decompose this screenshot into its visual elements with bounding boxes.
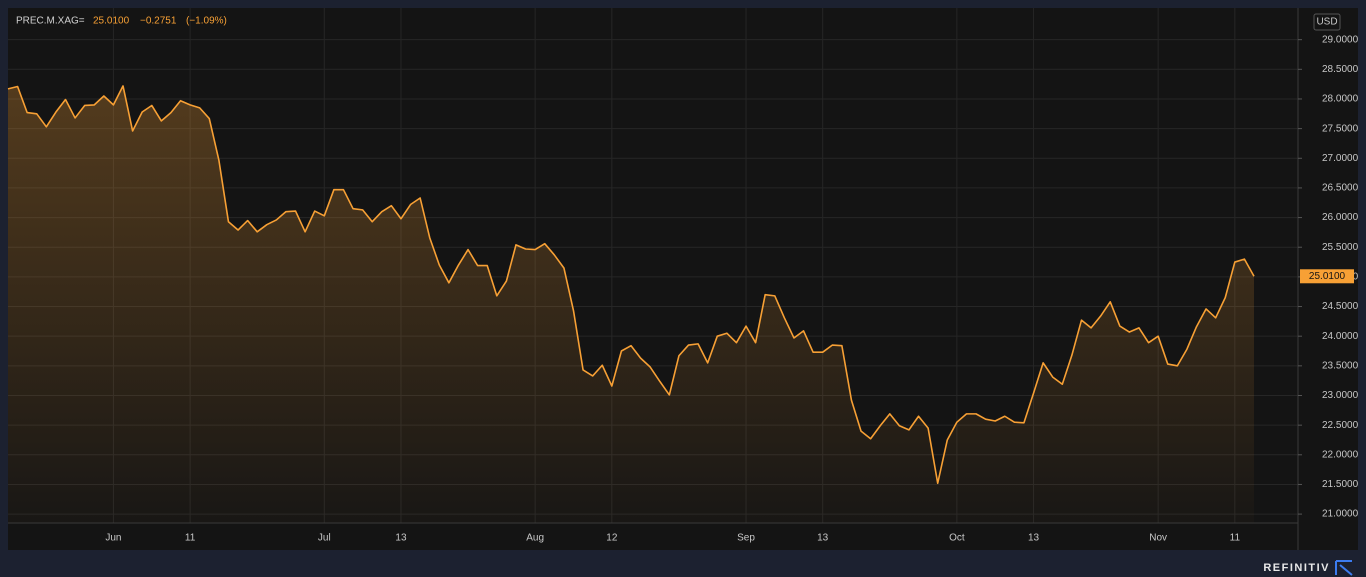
brand-logo bbox=[1335, 560, 1353, 576]
x-tick-label: 11 bbox=[185, 533, 196, 544]
symbol: PREC.M.XAG= bbox=[16, 16, 85, 27]
y-tick-label: 22.5000 bbox=[1322, 420, 1359, 431]
axes: 21.0000 21.5000 22.0000 22.5000 23.0000 23.50… bbox=[105, 34, 1358, 543]
x-tick-label: Jul bbox=[318, 533, 331, 544]
x-tick-label: 13 bbox=[817, 533, 829, 544]
x-tick-label: 12 bbox=[606, 533, 618, 544]
y-tick-label: 28.5000 bbox=[1322, 64, 1359, 75]
brand: REFINITIV bbox=[1263, 562, 1330, 574]
y-unit: USD bbox=[1316, 17, 1337, 28]
y-tick-label: 24.0000 bbox=[1322, 331, 1359, 342]
x-tick-label: Nov bbox=[1149, 533, 1167, 544]
y-tick-label: 26.5000 bbox=[1322, 183, 1359, 194]
y-tick-label: 23.5000 bbox=[1322, 360, 1359, 371]
x-tick-label: 11 bbox=[1230, 533, 1241, 544]
last-price-tag-label: 25.0100 bbox=[1309, 271, 1346, 282]
y-tick-label: 21.0000 bbox=[1322, 509, 1359, 520]
y-tick-label: 24.5000 bbox=[1322, 301, 1359, 312]
plot bbox=[7, 85, 1255, 523]
y-tick-label: 21.5000 bbox=[1322, 479, 1359, 490]
x-tick-label: Sep bbox=[737, 533, 755, 544]
unit-box bbox=[1313, 13, 1341, 31]
y-tick-label: 29.0000 bbox=[1322, 34, 1359, 45]
x-tick-label: Oct bbox=[949, 533, 965, 544]
area bbox=[8, 85, 1254, 523]
line bbox=[7, 85, 1255, 485]
y-tick-label: 22.0000 bbox=[1322, 449, 1359, 460]
y-tick-label: 23.0000 bbox=[1322, 390, 1359, 401]
x-tick-label: 13 bbox=[1028, 533, 1040, 544]
y-tick-label: 28.0000 bbox=[1322, 94, 1359, 105]
change-pct: (−1.09%) bbox=[186, 16, 227, 27]
x-tick-label: Aug bbox=[526, 533, 544, 544]
y-tick-label: 25.5000 bbox=[1322, 242, 1359, 253]
last-price-tag bbox=[1300, 269, 1354, 284]
x-tick-label: 13 bbox=[395, 533, 407, 544]
last-price: 25.0100 bbox=[93, 16, 130, 27]
y-tick-label: 27.5000 bbox=[1322, 123, 1359, 134]
change: −0.2751 bbox=[140, 16, 177, 27]
x-tick-label: Jun bbox=[105, 533, 121, 544]
y-tick-label: 27.0000 bbox=[1322, 153, 1359, 164]
y-tick-label: 26.0000 bbox=[1322, 212, 1359, 223]
